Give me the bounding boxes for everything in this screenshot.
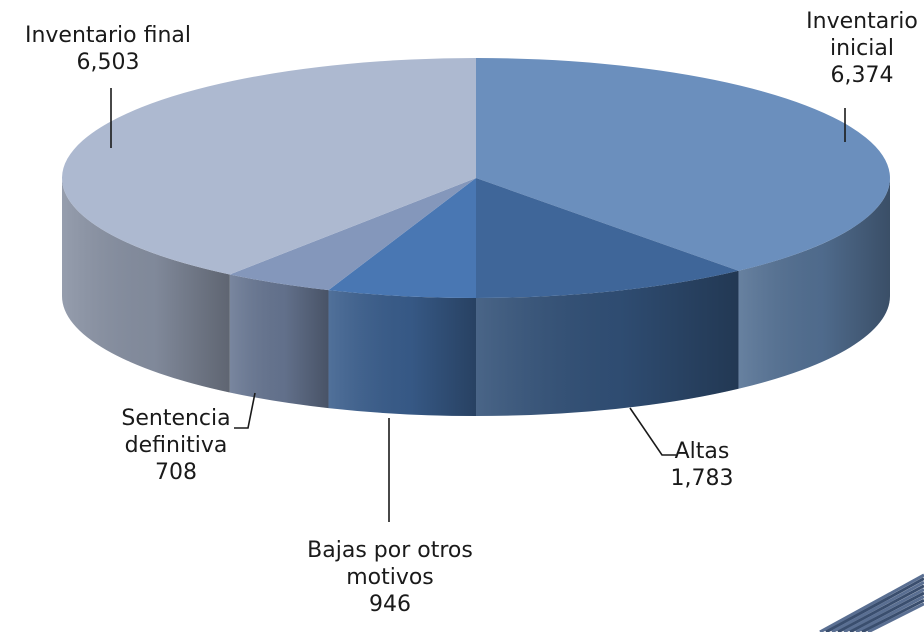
slice-name-line: motivos (346, 565, 434, 590)
slice-value: 708 (155, 460, 197, 485)
side-wall-shade-inventario-final (62, 178, 230, 393)
slice-name-line: Altas (674, 439, 730, 464)
leader-lines (110, 88, 846, 522)
leader-line-sentencia-definitiva (234, 392, 256, 429)
slice-value: 6,503 (76, 50, 140, 75)
side-wall-shade-bajas-por-otros-motivos (328, 290, 476, 416)
side-wall-shade-inventario-inicial (738, 178, 890, 389)
slice-value: 6,374 (830, 63, 894, 88)
label-inventario-final: Inventario final 6,503 (8, 22, 208, 76)
decorative-stripe (861, 598, 924, 632)
decorative-stripe (837, 584, 924, 632)
pie-side-walls (62, 178, 890, 416)
slice-bajas-por-otros-motivos (328, 178, 476, 298)
slice-name-line: Inventario (806, 9, 918, 34)
pie-top-faces (62, 58, 890, 298)
decorative-corner-stripes (819, 573, 924, 632)
slice-value: 1,783 (670, 466, 734, 491)
decorative-stripe (855, 595, 924, 632)
slice-name-line: Inventario final (24, 23, 192, 48)
label-sentencia-definitiva: Sentencia definitiva 708 (96, 405, 256, 486)
side-wall-shade-altas (476, 270, 739, 416)
slice-name-line: Sentencia (121, 406, 231, 431)
slice-inventario-final (62, 58, 476, 275)
slice-value: 946 (369, 592, 411, 617)
leader-line-altas (629, 407, 676, 456)
decorative-stripe (825, 577, 924, 632)
slice-sentencia-definitiva (229, 178, 476, 291)
label-bajas-por-otros-motivos: Bajas por otros motivos 946 (290, 537, 490, 618)
slice-name-line: inicial (830, 36, 894, 61)
decorative-stripe (819, 573, 924, 632)
label-inventario-inicial: Inventario inicial 6,374 (800, 8, 924, 89)
slice-altas (476, 178, 739, 298)
decorative-stripe (843, 588, 924, 632)
slice-inventario-inicial (476, 58, 890, 271)
slice-name-line: Bajas por otros (307, 538, 473, 563)
slice-name-line: definitiva (124, 433, 228, 458)
decorative-stripe (867, 602, 924, 632)
decorative-stripe (831, 580, 924, 632)
label-altas: Altas 1,783 (662, 438, 742, 492)
decorative-stripe (849, 591, 924, 632)
side-wall-shade-sentencia-definitiva (229, 274, 329, 409)
